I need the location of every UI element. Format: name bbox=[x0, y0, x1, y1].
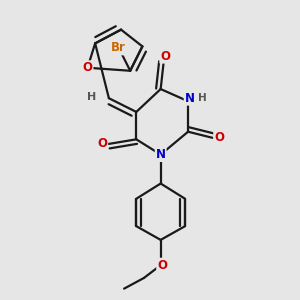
Text: O: O bbox=[97, 137, 107, 150]
Text: O: O bbox=[82, 61, 92, 74]
Text: N: N bbox=[156, 148, 166, 161]
Text: H: H bbox=[198, 93, 207, 103]
Text: O: O bbox=[157, 259, 167, 272]
Text: O: O bbox=[160, 50, 170, 63]
Text: N: N bbox=[184, 92, 195, 105]
Text: O: O bbox=[214, 131, 224, 144]
Text: Br: Br bbox=[111, 41, 125, 54]
Text: H: H bbox=[88, 92, 97, 102]
